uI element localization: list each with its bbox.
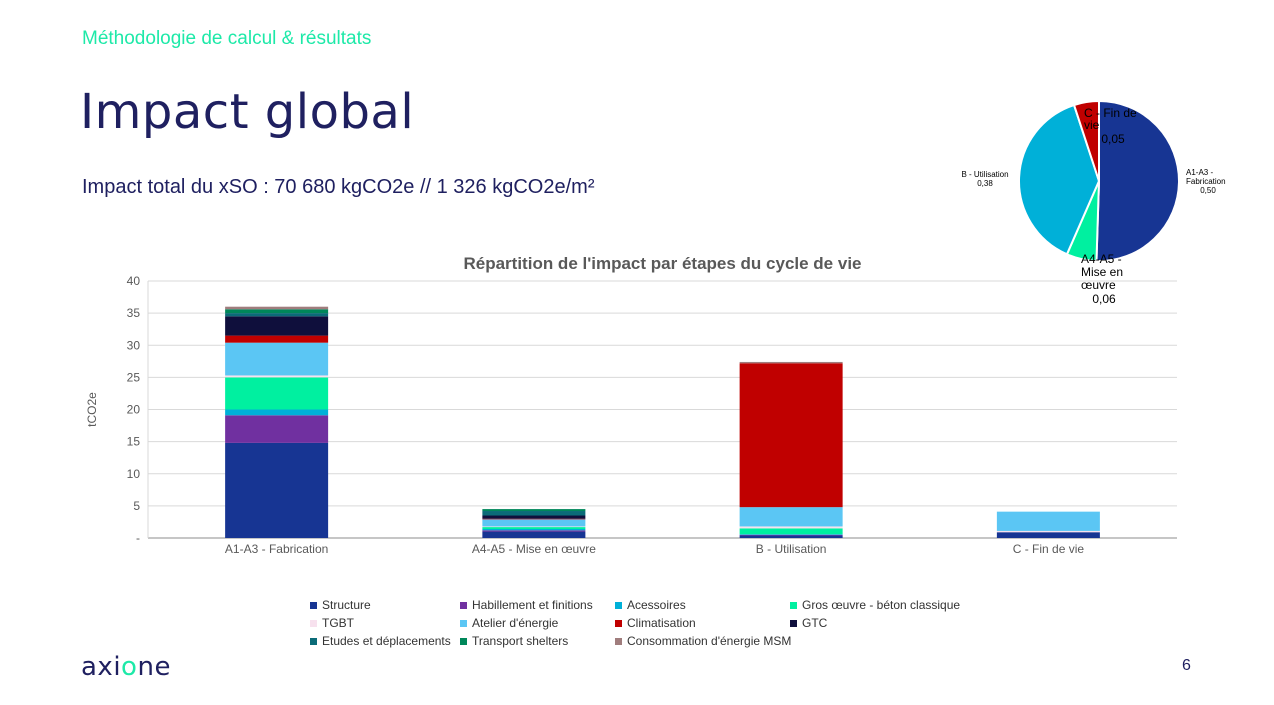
bar-segment: [225, 313, 329, 317]
bar-segment: [996, 511, 1100, 531]
y-tick-label: 30: [127, 338, 141, 352]
bar-segment: [482, 515, 586, 519]
legend-swatch: [310, 619, 317, 627]
bar-segment: [482, 527, 586, 530]
bar-segment: [225, 442, 329, 538]
bar-segment: [482, 531, 586, 538]
bar-segment: [482, 518, 586, 520]
legend-label: Habillement et finitions: [472, 598, 593, 612]
bar-segment: [739, 534, 843, 535]
legend-item: Transport shelters: [460, 634, 568, 648]
bar-segment: [739, 528, 843, 535]
legend-swatch: [615, 637, 622, 645]
legend-item: Climatisation: [615, 616, 696, 630]
bar-segment: [996, 530, 1100, 533]
page-number: 6: [1182, 657, 1191, 674]
bar-segment: [225, 306, 329, 310]
x-tick-label: C - Fin de vie: [1013, 542, 1085, 556]
y-tick-label: 25: [127, 370, 141, 384]
bar-segment: [739, 363, 843, 508]
legend-item: Etudes et déplacements: [310, 634, 451, 648]
bar-segment: [225, 316, 329, 336]
logo-text-right: ne: [137, 652, 171, 682]
y-tick-label: -: [136, 531, 140, 545]
legend-swatch: [460, 637, 467, 645]
bar-segment: [225, 309, 329, 314]
legend-item: Atelier d'énergie: [460, 616, 558, 630]
y-tick-label: 5: [133, 499, 140, 513]
legend-label: Atelier d'énergie: [472, 616, 559, 630]
legend-swatch: [460, 601, 467, 609]
bar-segment: [482, 509, 586, 512]
bar-segment: [225, 375, 329, 378]
page-title: Impact global: [80, 84, 415, 140]
x-tick-label: A4-A5 - Mise en œuvre: [472, 542, 596, 556]
legend-label: Structure: [322, 598, 371, 612]
bar-segment: [482, 519, 586, 527]
y-axis-label: tCO2e: [85, 392, 99, 427]
bar-segment: [739, 534, 843, 536]
bar-segment: [225, 377, 329, 410]
y-tick-label: 10: [127, 467, 141, 481]
y-tick-label: 35: [127, 306, 141, 320]
legend-label: TGBT: [322, 616, 354, 630]
y-tick-label: 40: [127, 274, 141, 288]
section-label: Méthodologie de calcul & résultats: [82, 28, 372, 49]
legend-item: Structure: [310, 598, 371, 612]
x-tick-label: B - Utilisation: [756, 542, 827, 556]
bar-segment: [225, 409, 329, 416]
legend-item: Consommation d'énergie MSM: [615, 634, 791, 648]
bar-segment: [482, 530, 586, 532]
bar-segment: [482, 529, 586, 531]
legend-swatch: [460, 619, 467, 627]
bar-segment: [739, 361, 843, 364]
legend-item: GTC: [790, 616, 827, 630]
y-tick-label: 20: [127, 403, 141, 417]
legend-item: Habillement et finitions: [460, 598, 593, 612]
chart-title: Répartition de l'impact par étapes du cy…: [463, 254, 861, 273]
impact-total-text: Impact total du xSO : 70 680 kgCO2e // 1…: [82, 176, 595, 198]
legend-label: Etudes et déplacements: [322, 634, 451, 648]
x-tick-label: A1-A3 - Fabrication: [225, 542, 328, 556]
legend-label: Acessoires: [627, 598, 686, 612]
bar-segment: [996, 532, 1100, 538]
bar-segment: [225, 335, 329, 343]
bar-segment: [482, 526, 586, 528]
bar-segment: [482, 511, 586, 516]
logo-accent: o: [121, 652, 138, 682]
y-tick-label: 15: [127, 435, 141, 449]
bar-segment: [225, 342, 329, 376]
legend-swatch: [790, 619, 797, 627]
bar-segment: [739, 507, 843, 527]
bar-segment: [225, 415, 329, 443]
legend-label: Transport shelters: [472, 634, 569, 648]
legend-item: Acessoires: [615, 598, 686, 612]
legend-label: Climatisation: [627, 616, 696, 630]
bar-segment: [739, 535, 843, 538]
legend-label: GTC: [802, 616, 828, 630]
legend-swatch: [790, 601, 797, 609]
legend-swatch: [310, 601, 317, 609]
legend-label: Consommation d'énergie MSM: [627, 634, 792, 648]
legend-item: TGBT: [310, 616, 354, 630]
legend-swatch: [615, 619, 622, 627]
bar-segment: [739, 526, 843, 529]
legend-swatch: [310, 637, 317, 645]
legend-label: Gros œuvre - béton classique: [802, 598, 961, 612]
legend-item: Gros œuvre - béton classique: [790, 598, 960, 612]
axione-logo: axione: [81, 652, 171, 682]
legend-swatch: [615, 601, 622, 609]
logo-text-left: axi: [81, 652, 122, 682]
